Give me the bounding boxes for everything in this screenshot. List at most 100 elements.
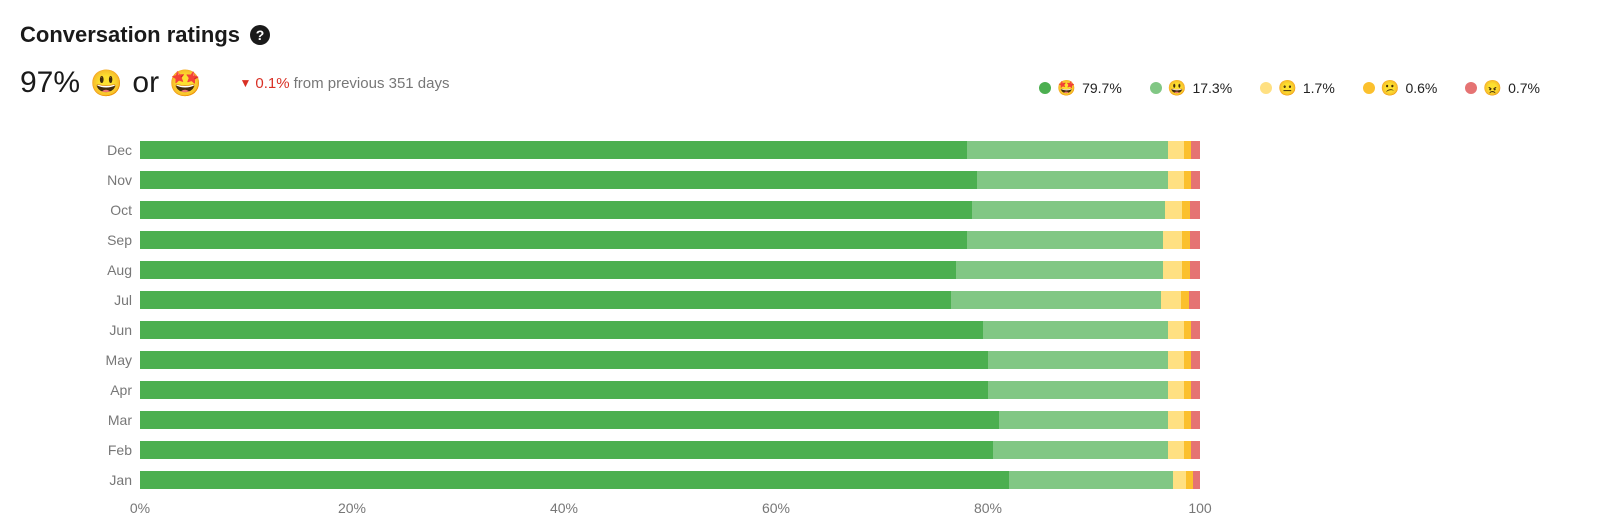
bar-segment-sad[interactable]: [1184, 381, 1191, 399]
bar-row: Jul: [100, 288, 1200, 312]
bar-segment-starry[interactable]: [140, 291, 951, 309]
bar-segment-neutral[interactable]: [1173, 471, 1186, 489]
legend-item-starry[interactable]: 🤩79.7%: [1039, 79, 1121, 97]
bar-segment-starry[interactable]: [140, 351, 988, 369]
bar-segment-starry[interactable]: [140, 171, 977, 189]
legend-item-angry[interactable]: 😠0.7%: [1465, 79, 1540, 97]
bar-segment-happy[interactable]: [972, 201, 1165, 219]
bar-track[interactable]: [140, 351, 1200, 369]
bar-track[interactable]: [140, 441, 1200, 459]
bar-segment-starry[interactable]: [140, 261, 956, 279]
happy-icon: 😃: [1168, 79, 1187, 97]
bar-segment-happy[interactable]: [977, 171, 1168, 189]
bar-track[interactable]: [140, 141, 1200, 159]
bar-segment-sad[interactable]: [1184, 411, 1191, 429]
bar-segment-neutral[interactable]: [1163, 261, 1182, 279]
bar-segment-starry[interactable]: [140, 441, 993, 459]
bar-segment-neutral[interactable]: [1168, 141, 1184, 159]
bar-segment-starry[interactable]: [140, 411, 999, 429]
bar-segment-angry[interactable]: [1191, 411, 1199, 429]
bar-segment-starry[interactable]: [140, 471, 1009, 489]
bar-segment-neutral[interactable]: [1168, 441, 1184, 459]
bar-row: Jun: [100, 318, 1200, 342]
bar-label: Feb: [100, 442, 140, 458]
help-icon[interactable]: ?: [250, 25, 270, 45]
legend-percent: 1.7%: [1303, 80, 1335, 96]
bar-segment-happy[interactable]: [983, 321, 1169, 339]
bar-segment-happy[interactable]: [967, 141, 1168, 159]
legend-percent: 0.7%: [1508, 80, 1540, 96]
bar-segment-angry[interactable]: [1191, 321, 1199, 339]
summary-left: 97% 😃 or 🤩 ▼ 0.1% from previous 351 days: [20, 48, 450, 100]
legend-dot-icon: [1465, 82, 1477, 94]
bar-segment-happy[interactable]: [988, 351, 1168, 369]
bar-segment-starry[interactable]: [140, 201, 972, 219]
bar-segment-starry[interactable]: [140, 321, 983, 339]
bar-segment-starry[interactable]: [140, 231, 967, 249]
bar-segment-sad[interactable]: [1181, 291, 1189, 309]
bar-row: Dec: [100, 138, 1200, 162]
bar-track[interactable]: [140, 291, 1200, 309]
legend-item-happy[interactable]: 😃17.3%: [1150, 79, 1232, 97]
bar-segment-angry[interactable]: [1193, 471, 1200, 489]
bar-segment-neutral[interactable]: [1161, 291, 1181, 309]
bar-track[interactable]: [140, 381, 1200, 399]
bar-segment-sad[interactable]: [1182, 201, 1190, 219]
bar-segment-neutral[interactable]: [1168, 381, 1184, 399]
title-row: Conversation ratings ?: [20, 22, 1580, 48]
bar-segment-angry[interactable]: [1191, 171, 1199, 189]
bar-segment-sad[interactable]: [1184, 141, 1191, 159]
legend-percent: 79.7%: [1082, 80, 1122, 96]
bar-segment-angry[interactable]: [1191, 141, 1199, 159]
bar-segment-sad[interactable]: [1182, 261, 1190, 279]
neutral-icon: 😐: [1278, 79, 1297, 97]
bar-segment-happy[interactable]: [967, 231, 1163, 249]
bar-segment-neutral[interactable]: [1168, 411, 1184, 429]
bar-track[interactable]: [140, 471, 1200, 489]
bar-track[interactable]: [140, 261, 1200, 279]
bar-segment-neutral[interactable]: [1165, 201, 1182, 219]
bar-track[interactable]: [140, 411, 1200, 429]
bar-segment-happy[interactable]: [956, 261, 1163, 279]
bar-segment-angry[interactable]: [1190, 201, 1200, 219]
bar-segment-happy[interactable]: [951, 291, 1161, 309]
legend-dot-icon: [1260, 82, 1272, 94]
bar-segment-angry[interactable]: [1191, 441, 1199, 459]
bar-track[interactable]: [140, 171, 1200, 189]
bar-row: Jan: [100, 468, 1200, 492]
bar-segment-happy[interactable]: [999, 411, 1169, 429]
delta-text: from previous 351 days: [294, 75, 450, 92]
bar-segment-neutral[interactable]: [1163, 231, 1182, 249]
bar-segment-sad[interactable]: [1184, 321, 1191, 339]
chart: DecNovOctSepAugJulJunMayAprMarFebJan 0%2…: [100, 138, 1200, 524]
bar-label: Aug: [100, 262, 140, 278]
bar-track[interactable]: [140, 201, 1200, 219]
bar-segment-sad[interactable]: [1184, 351, 1191, 369]
bar-segment-happy[interactable]: [1009, 471, 1173, 489]
bar-segment-happy[interactable]: [993, 441, 1168, 459]
bar-segment-angry[interactable]: [1190, 261, 1200, 279]
bar-row: Oct: [100, 198, 1200, 222]
bar-label: Apr: [100, 382, 140, 398]
summary-delta: ▼ 0.1% from previous 351 days: [239, 75, 449, 92]
bar-segment-happy[interactable]: [988, 381, 1168, 399]
bar-segment-sad[interactable]: [1182, 231, 1190, 249]
bar-segment-starry[interactable]: [140, 381, 988, 399]
bar-track[interactable]: [140, 231, 1200, 249]
bar-segment-angry[interactable]: [1191, 351, 1199, 369]
bar-segment-sad[interactable]: [1184, 441, 1191, 459]
legend-item-neutral[interactable]: 😐 1.7%: [1260, 79, 1335, 97]
chart-x-axis: 0%20%40%60%80%100: [140, 496, 1200, 524]
bar-segment-angry[interactable]: [1190, 231, 1200, 249]
legend-item-sad[interactable]: 😕0.6%: [1363, 79, 1438, 97]
bar-segment-starry[interactable]: [140, 141, 967, 159]
bar-track[interactable]: [140, 321, 1200, 339]
bar-label: May: [100, 352, 140, 368]
bar-segment-angry[interactable]: [1191, 381, 1199, 399]
bar-segment-neutral[interactable]: [1168, 171, 1184, 189]
bar-segment-neutral[interactable]: [1168, 321, 1184, 339]
bar-segment-angry[interactable]: [1189, 291, 1200, 309]
bar-segment-neutral[interactable]: [1168, 351, 1184, 369]
bar-row: Aug: [100, 258, 1200, 282]
bar-segment-sad[interactable]: [1184, 171, 1191, 189]
